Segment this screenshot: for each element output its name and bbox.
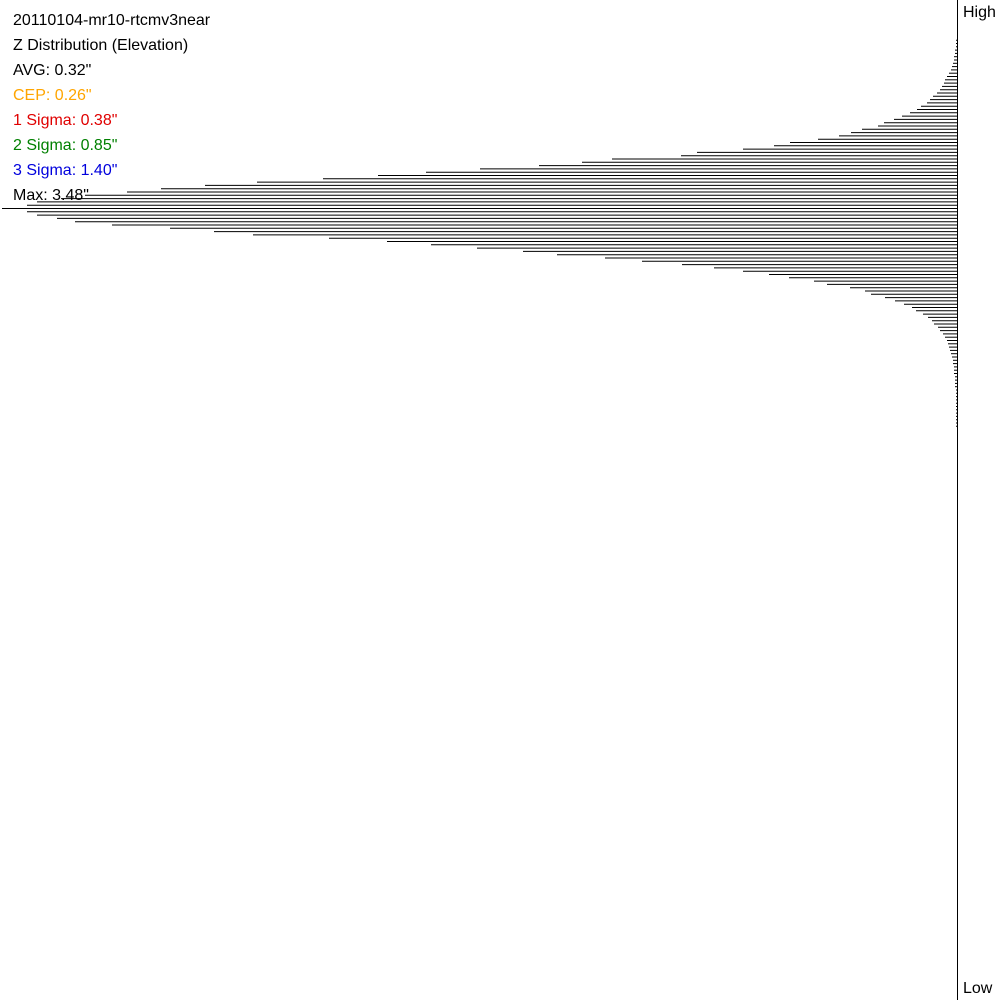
chart-title: Z Distribution (Elevation) <box>13 37 189 54</box>
sigma1-stat: 1 Sigma: 0.38" <box>13 112 118 129</box>
avg-stat: AVG: 0.32" <box>13 62 92 79</box>
axis-label-high: High <box>963 4 996 21</box>
axis-label-low: Low <box>963 980 993 997</box>
stats-panel: 20110104-mr10-rtcmv3near Z Distribution … <box>13 8 210 208</box>
max-stat: Max: 3.48" <box>13 187 89 204</box>
sigma3-stat: 3 Sigma: 1.40" <box>13 162 118 179</box>
cep-stat: CEP: 0.26" <box>13 87 92 104</box>
sigma2-stat: 2 Sigma: 0.85" <box>13 137 118 154</box>
file-name: 20110104-mr10-rtcmv3near <box>13 12 211 29</box>
histogram-bars <box>2 39 957 427</box>
